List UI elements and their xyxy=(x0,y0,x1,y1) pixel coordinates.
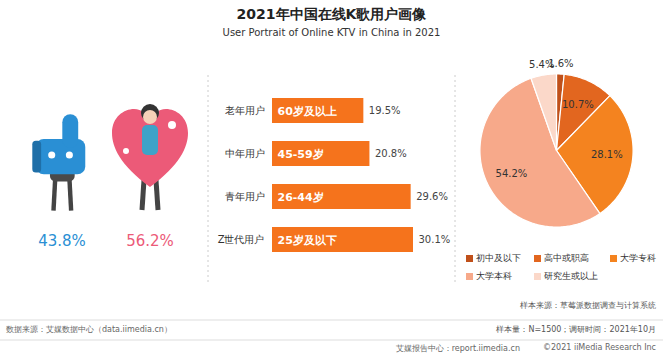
html-text:艾媒报告中心：report.iimedia.cn: 艾媒报告中心：report.iimedia.cn xyxy=(395,344,520,353)
html-text:43.8%: 43.8% xyxy=(38,232,86,250)
svg-text:1.6%: 1.6% xyxy=(548,57,574,69)
svg-text:老年用户: 老年用户 xyxy=(225,105,265,116)
svg-text:中年用户: 中年用户 xyxy=(225,148,265,159)
html-text:大学专科: 大学专科 xyxy=(620,253,657,263)
html-text:User Portrait of Online KTV in: User Portrait of Online KTV in China in … xyxy=(222,27,441,38)
html-text:研究生或以上: 研究生或以上 xyxy=(543,271,598,281)
html-text:数据来源：艾媒数据中心（data.iimedia.cn）: 数据来源：艾媒数据中心（data.iimedia.cn） xyxy=(6,325,172,334)
svg-text:28.1%: 28.1% xyxy=(591,149,623,160)
html-text:2021年中国在线K歌用户画像: 2021年中国在线K歌用户画像 xyxy=(236,6,427,22)
html-text:©2021 iiMedia Research Inc: ©2021 iiMedia Research Inc xyxy=(543,343,656,352)
html-text:样本来源：草莓派数据调查与计算系统: 样本来源：草莓派数据调查与计算系统 xyxy=(520,301,656,310)
svg-text:19.5%: 19.5% xyxy=(369,105,401,116)
svg-text:30.1%: 30.1% xyxy=(419,234,451,245)
svg-text:20.8%: 20.8% xyxy=(375,148,407,159)
svg-text:54.2%: 54.2% xyxy=(496,168,528,179)
html-text:样本量：N=1500；调研时间：2021年10月: 样本量：N=1500；调研时间：2021年10月 xyxy=(496,325,656,334)
html-text:大学本科: 大学本科 xyxy=(476,271,512,281)
svg-text:10.7%: 10.7% xyxy=(562,99,594,110)
html-text:初中及以下: 初中及以下 xyxy=(476,253,521,263)
svg-text:45-59岁: 45-59岁 xyxy=(278,148,324,161)
html-text:高中或职高: 高中或职高 xyxy=(543,253,589,263)
svg-text:5.4%: 5.4% xyxy=(529,59,554,70)
svg-text:Z世代用户: Z世代用户 xyxy=(218,234,265,245)
svg-text:29.6%: 29.6% xyxy=(416,191,448,202)
svg-text:26-44岁: 26-44岁 xyxy=(278,191,324,204)
svg-text:60岁及以上: 60岁及以上 xyxy=(278,105,337,118)
html-text:56.2%: 56.2% xyxy=(126,232,174,250)
svg-text:青年用户: 青年用户 xyxy=(225,191,265,202)
svg-text:25岁及以下: 25岁及以下 xyxy=(278,234,337,247)
